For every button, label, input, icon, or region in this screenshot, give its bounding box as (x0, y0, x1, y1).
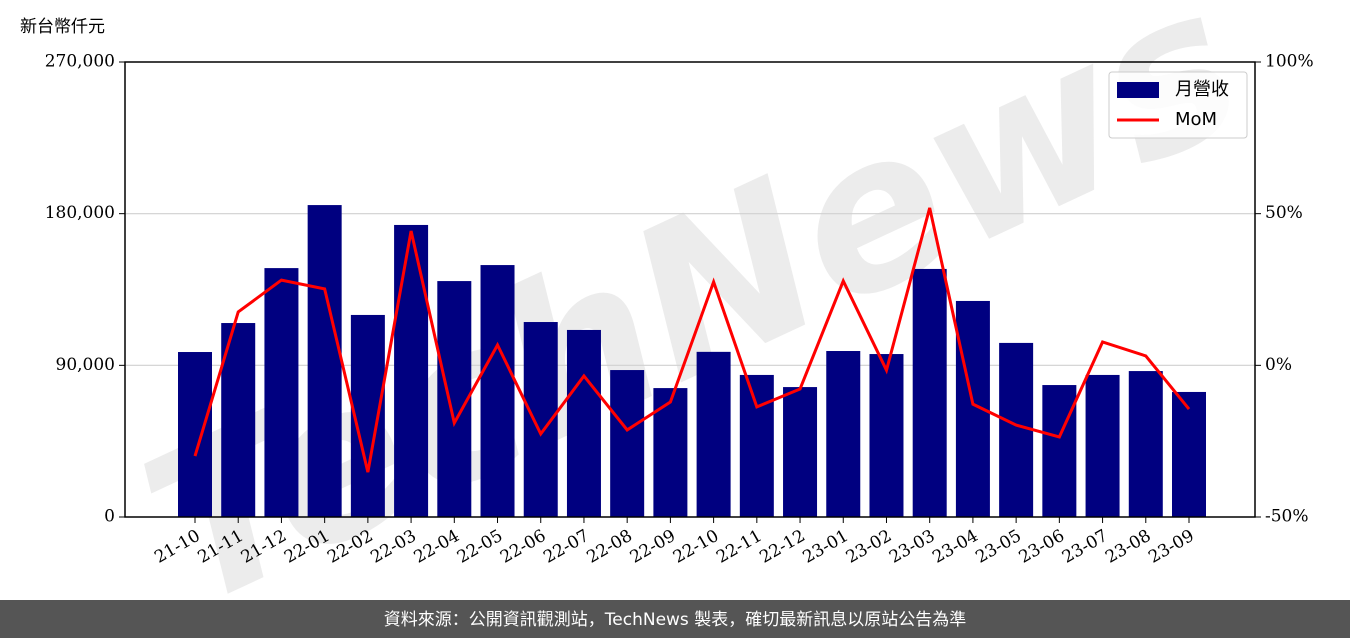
x-tick-label: 23-03 (886, 526, 938, 568)
legend-label: 月營收 (1175, 79, 1229, 100)
x-tick-label: 22-11 (713, 526, 765, 568)
x-tick-label: 23-08 (1102, 526, 1154, 568)
x-tick-label: 23-07 (1059, 526, 1111, 568)
y2-tick-label: 100% (1265, 52, 1314, 72)
bar (653, 388, 688, 517)
x-tick-label: 22-09 (627, 526, 679, 568)
x-tick-label: 23-05 (972, 526, 1024, 568)
bar (221, 323, 256, 517)
footer: 資料來源：公開資訊觀測站，TechNews 製表，確切最新訊息以原站公告為準 (384, 610, 966, 630)
bar (999, 342, 1034, 517)
bar (394, 224, 429, 518)
x-tick-label: 22-12 (756, 526, 808, 568)
y-tick-label: 270,000 (45, 52, 115, 72)
y-tick-label: 0 (104, 507, 115, 527)
bar (264, 268, 299, 517)
x-tick-label: 23-09 (1145, 526, 1197, 568)
bar (1085, 374, 1120, 517)
bar (696, 351, 731, 517)
plot-frame (124, 61, 1256, 518)
line (193, 207, 1191, 473)
bar (826, 351, 861, 517)
x-tick-label: 23-02 (843, 526, 895, 568)
bar (912, 268, 947, 517)
x-tick-label: 22-07 (540, 526, 592, 568)
bar (1128, 371, 1163, 517)
y2-tick-label: 0% (1265, 355, 1292, 375)
bar (739, 374, 774, 517)
x-tick-label: 22-08 (583, 526, 635, 568)
x-tick-label: 22-06 (497, 526, 549, 568)
bar (437, 281, 472, 517)
footer-band (0, 600, 1350, 638)
bar (610, 370, 645, 517)
legend-label: MoM (1175, 109, 1217, 130)
legend-swatch (1117, 82, 1159, 98)
y2-tick-label: 50% (1265, 203, 1303, 223)
bar (1042, 385, 1077, 517)
bar (307, 205, 342, 518)
bar (480, 265, 515, 517)
y2-tick-label: -50% (1265, 507, 1309, 527)
bar (566, 329, 601, 517)
bar (869, 354, 904, 517)
bar (1172, 391, 1206, 517)
x-tick-label: 22-10 (670, 526, 722, 568)
y-axis-label: 新台幣仟元 (20, 17, 105, 37)
y-tick-label: 180,000 (45, 203, 115, 223)
x-tick-label: 23-04 (929, 526, 981, 568)
x-tick-label: 23-01 (800, 526, 852, 568)
bar (178, 352, 212, 517)
bar (783, 387, 818, 517)
x-tick-label: 23-06 (1016, 526, 1068, 568)
y-tick-label: 90,000 (56, 355, 115, 375)
